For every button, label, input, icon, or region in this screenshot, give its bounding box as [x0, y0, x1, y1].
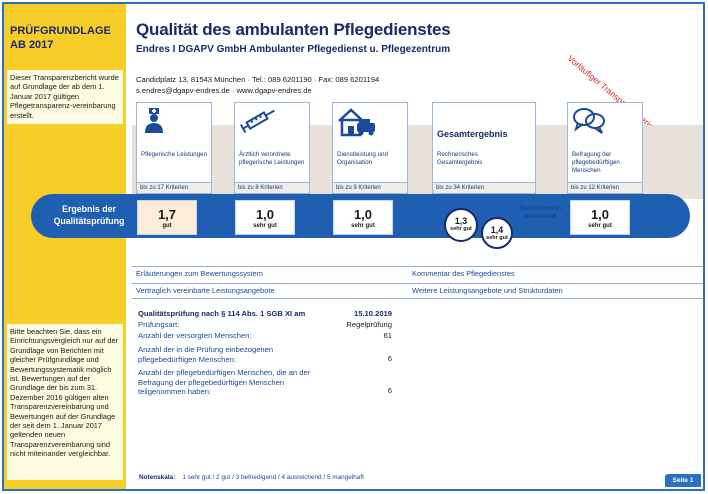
- link-strukturdaten[interactable]: Weitere Leistungsangebote und Strukturda…: [412, 286, 563, 295]
- details-value: 6: [387, 354, 392, 363]
- grade-dienstleistung: 1,0 sehr gut: [333, 200, 393, 235]
- grade-value: 1,7: [157, 207, 177, 222]
- address-line: Candidplatz 13, 81543 München · Tel.: 08…: [136, 75, 380, 84]
- state-average-value: 1,4: [490, 225, 504, 235]
- grade-aerztlich-verordnete: 1,0 sehr gut: [235, 200, 295, 235]
- sidebar-info-top: Dieser Transparenzbericht wurde auf Grun…: [7, 70, 123, 124]
- grade-befragung: 1,0 sehr gut: [570, 200, 630, 235]
- grading-scale: Notenskala: 1 sehr gut / 2 gut / 3 befri…: [139, 474, 364, 481]
- grade-value: 1,0: [353, 207, 373, 222]
- category-pflegerische-leistungen: Pflegerische Leistungen bis zu 17 Kriter…: [136, 102, 212, 194]
- details-date: 15.10.2019: [353, 309, 392, 318]
- details-heading: Qualitätsprüfung nach § 114 Abs. 1 SGB X…: [138, 309, 306, 318]
- sidebar-heading: PRÜFGRUNDLAGE AB 2017: [10, 25, 111, 51]
- state-average-circle: 1,4 sehr gut: [481, 217, 513, 249]
- grade-value: 1,0: [255, 207, 275, 222]
- category-befragung: Befragung der pflegebedürftigen Menschen…: [567, 102, 643, 194]
- provider-name: Endres I DGAPV GmbH Ambulanter Pflegedie…: [136, 44, 451, 55]
- grading-scale-label: Notenskala:: [139, 474, 176, 481]
- category-criteria: bis zu 8 Kriterien: [235, 182, 309, 193]
- gesamtergebnis-heading: Gesamtergebnis: [437, 129, 508, 139]
- speech-bubbles-icon: [573, 108, 605, 134]
- details-label: Prüfungsart:: [138, 320, 180, 329]
- page-title: Qualität des ambulanten Pflegedienstes: [136, 20, 451, 39]
- category-criteria: bis zu 9 Kriterien: [333, 182, 407, 193]
- link-erlaeuterungen[interactable]: Erläuterungen zum Bewertungssystem: [136, 269, 263, 278]
- grade-text: gut: [162, 223, 172, 229]
- details-label: Anzahl der in die Prüfung einbezogenen p…: [138, 345, 274, 364]
- category-label: Dienstleistung und Organisation: [337, 151, 388, 166]
- total-grade-circle: 1,3 sehr gut: [444, 208, 478, 242]
- grade-pflegerische-leistungen: 1,7 gut: [137, 200, 197, 235]
- links-section: [132, 266, 703, 299]
- state-average-label: Durchschnitt im Bundesland: [519, 206, 562, 220]
- category-label: Ärztlich verordnete pflegerische Leistun…: [239, 151, 305, 166]
- details-value: 61: [383, 331, 392, 340]
- link-kommentar[interactable]: Kommentar des Pflegedienstes: [412, 269, 515, 278]
- sidebar-info-bottom: Bitte beachten Sie, dass ein Einrichtung…: [7, 324, 123, 480]
- syringe-icon: [240, 109, 275, 133]
- state-average-text: sehr gut: [486, 235, 508, 241]
- details-value: 6: [387, 386, 392, 395]
- category-criteria: bis zu 34 Kriterien: [433, 182, 535, 193]
- category-aerztlich-verordnete-leistungen: Ärztlich verordnete pflegerische Leistun…: [234, 102, 310, 194]
- details-label: Anzahl der versorgten Menschen:: [138, 331, 252, 340]
- page-number: Seite 1: [665, 474, 701, 487]
- category-criteria: bis zu 12 Kriterien: [568, 182, 642, 193]
- category-label: Pflegerische Leistungen: [141, 151, 208, 158]
- grade-value: 1,0: [590, 207, 610, 222]
- details-value: Regelprüfung: [346, 320, 392, 329]
- category-label: Befragung der pflegebedürftigen Menschen: [572, 151, 620, 174]
- category-criteria: bis zu 17 Kriterien: [137, 182, 211, 193]
- sidebar: PRÜFGRUNDLAGE AB 2017 Dieser Transparenz…: [4, 4, 126, 489]
- grade-text: sehr gut: [351, 223, 375, 229]
- total-grade-text: sehr gut: [450, 226, 472, 232]
- grade-text: sehr gut: [588, 223, 612, 229]
- details-label: Anzahl der pflegebedürftigen Menschen, d…: [138, 368, 311, 397]
- contact-line: s.endres@dgapv-endres.de · www.dgapv-end…: [136, 86, 312, 95]
- category-gesamtergebnis: Gesamtergebnis Rechnerisches Gesamtergeb…: [432, 102, 536, 194]
- result-label: Ergebnis der Qualitätsprüfung: [53, 204, 125, 226]
- category-dienstleistung-organisation: Dienstleistung und Organisation bis zu 9…: [332, 102, 408, 194]
- category-label: Rechnerisches Gesamtergebnis: [437, 151, 483, 166]
- total-grade-value: 1,3: [454, 216, 468, 226]
- link-leistungsangebote[interactable]: Vertraglich vereinbarte Leistungsangebot…: [136, 286, 275, 295]
- grading-scale-text: 1 sehr gut / 2 gut / 3 befriedigend / 4 …: [182, 474, 364, 481]
- nurse-icon: [145, 108, 163, 133]
- grade-text: sehr gut: [253, 223, 277, 229]
- house-car-icon: [338, 108, 375, 137]
